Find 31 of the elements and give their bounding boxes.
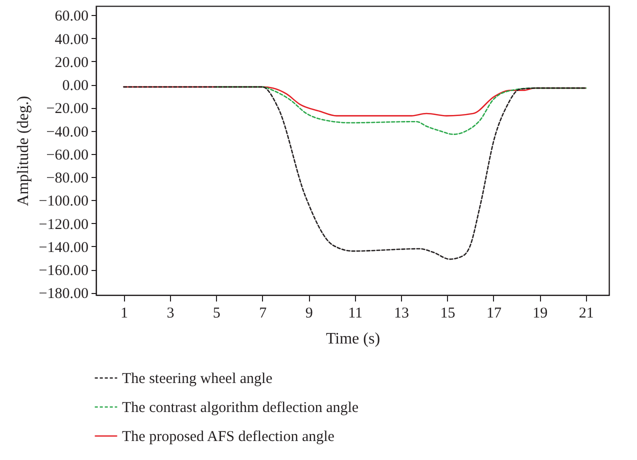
x-tick-label: 7 (259, 306, 268, 322)
y-tick-label: −140.00 (38, 240, 88, 256)
x-tick-label: 3 (166, 306, 174, 322)
x-tick-label: 13 (394, 306, 410, 322)
x-tick-label: 9 (305, 306, 313, 322)
y-tick-label: −100.00 (38, 194, 88, 210)
x-axis-title: Time (s) (326, 330, 380, 348)
x-tick-label: 11 (348, 306, 363, 322)
line-series (216, 86, 587, 135)
y-tick-label: −40.00 (46, 124, 88, 140)
y-tick-label: 40.00 (54, 32, 88, 48)
x-tick-label: 5 (212, 306, 220, 322)
y-tick-label: −60.00 (46, 147, 88, 164)
y-tick-label: −80.00 (46, 170, 88, 187)
x-tick-label: 17 (486, 306, 502, 322)
y-tick-label: 0.00 (62, 78, 88, 94)
y-tick-label: −20.00 (46, 101, 88, 118)
y-tick-label: −180.00 (38, 286, 88, 302)
x-tick-label: 21 (578, 306, 594, 322)
x-tick-label: 15 (440, 306, 456, 322)
y-tick-label: −120.00 (38, 216, 88, 233)
legend-label: The proposed AFS deflection angle (122, 429, 335, 445)
y-tick-label: 60.00 (54, 8, 88, 25)
legend-label: The steering wheel angle (122, 371, 273, 387)
line-series (123, 86, 587, 260)
y-tick-label: 20.00 (54, 54, 88, 71)
x-tick-label: 1 (120, 306, 128, 322)
y-tick-label: −160.00 (38, 263, 88, 280)
legend-label: The contrast algorithm deflection angle (122, 400, 359, 416)
x-tick-label: 19 (532, 306, 548, 322)
y-axis-title: Amplitude (deg.) (14, 96, 32, 206)
